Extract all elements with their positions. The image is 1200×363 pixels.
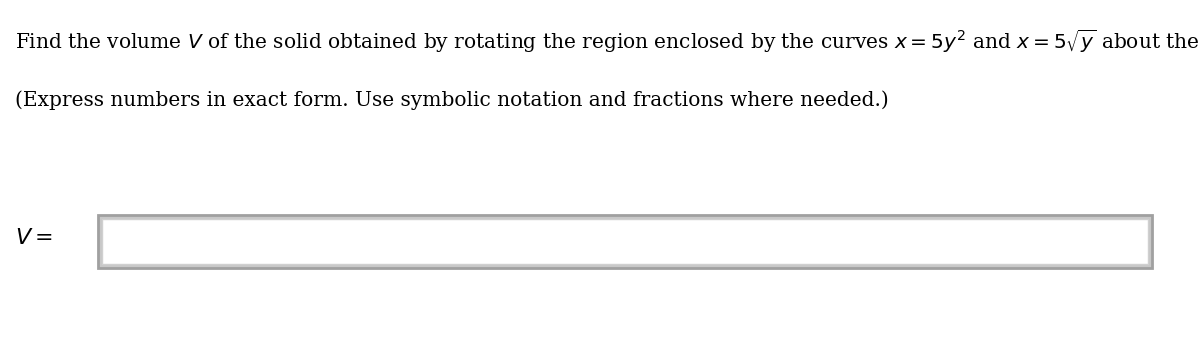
FancyBboxPatch shape (98, 215, 1152, 268)
Text: $V =$: $V =$ (14, 227, 53, 249)
FancyBboxPatch shape (102, 219, 1148, 264)
Text: Find the volume $V$ of the solid obtained by rotating the region enclosed by the: Find the volume $V$ of the solid obtaine… (14, 28, 1200, 55)
Text: (Express numbers in exact form. Use symbolic notation and fractions where needed: (Express numbers in exact form. Use symb… (14, 90, 889, 110)
